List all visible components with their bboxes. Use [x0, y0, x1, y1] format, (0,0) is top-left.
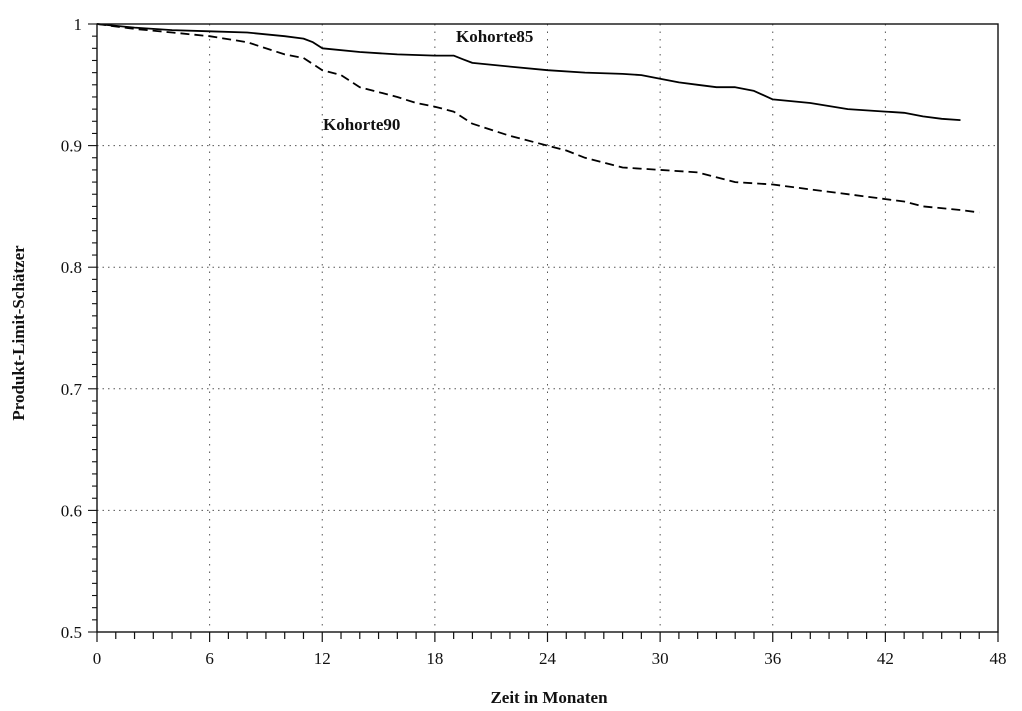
- series-label-kohorte85: Kohorte85: [456, 27, 533, 46]
- y-tick-label: 0.8: [61, 258, 82, 277]
- tick-labels: 0 6 12 18 24 30 36 42 48 0.5 0.6 0.7 0.8 0.9 1: [61, 15, 1007, 668]
- grid: [97, 24, 998, 632]
- y-axis-title: Produkt-Limit-Schätzer: [9, 245, 28, 421]
- y-tick-label: 1: [74, 15, 83, 34]
- y-tick-label: 0.6: [61, 501, 82, 520]
- y-tick-label: 0.9: [61, 137, 82, 156]
- x-axis-title: Zeit in Monaten: [490, 688, 608, 707]
- x-tick-label: 30: [652, 649, 669, 668]
- x-tick-label: 0: [93, 649, 102, 668]
- x-tick-label: 36: [764, 649, 781, 668]
- x-tick-label: 24: [539, 649, 557, 668]
- x-tick-label: 48: [990, 649, 1007, 668]
- series-lines: [96, 23, 980, 214]
- y-tick-label: 0.5: [61, 623, 82, 642]
- y-tick-label: 0.7: [61, 380, 83, 399]
- x-tick-label: 12: [314, 649, 331, 668]
- axes: [88, 23, 999, 642]
- x-tick-label: 6: [205, 649, 214, 668]
- x-tick-label: 18: [426, 649, 443, 668]
- series-line-kohorte85: [96, 23, 961, 121]
- series-line-kohorte90: [96, 23, 980, 214]
- series-label-kohorte90: Kohorte90: [323, 115, 400, 134]
- x-tick-label: 42: [877, 649, 894, 668]
